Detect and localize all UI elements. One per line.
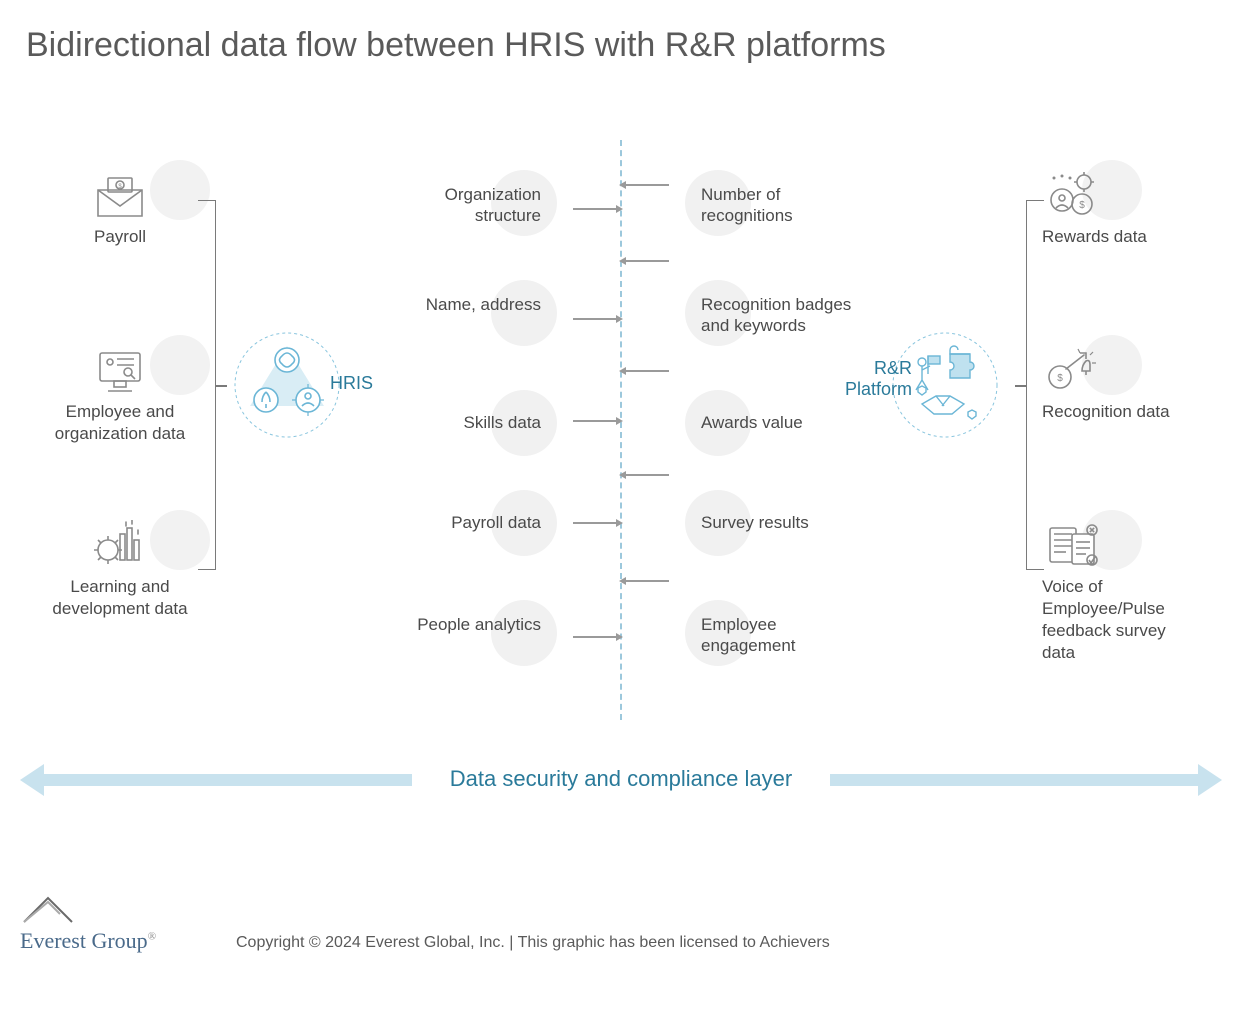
- arrow-left-icon: [625, 580, 669, 582]
- arrow-right-icon: [573, 522, 617, 524]
- flow-right-label: Employee engagement: [701, 614, 871, 657]
- label: Learning and development data: [40, 576, 200, 620]
- flow-right-label: Recognition badges and keywords: [701, 294, 871, 337]
- arrow-left-icon: [625, 370, 669, 372]
- page-title: Bidirectional data flow between HRIS wit…: [26, 26, 886, 65]
- rr-label: R&RPlatform: [845, 358, 912, 400]
- arrow-left-icon: [625, 260, 669, 262]
- recognition-icon: $: [1042, 345, 1102, 395]
- label: Rewards data: [1042, 226, 1202, 248]
- flow-left-label: Name, address: [401, 294, 541, 315]
- payroll-icon: $: [90, 170, 150, 220]
- right-item-rewards: $ Rewards data: [1042, 170, 1202, 248]
- flow-right-label: Survey results: [701, 512, 871, 533]
- flow-left-label: Payroll data: [401, 512, 541, 533]
- rewards-icon: $: [1042, 170, 1102, 220]
- svg-text:$: $: [1079, 200, 1085, 211]
- right-item-recognition: $ Recognition data: [1042, 345, 1202, 423]
- arrow-right-icon: [573, 318, 617, 320]
- arrowcap-right-icon: [1198, 764, 1222, 796]
- flow-right-label: Awards value: [701, 412, 871, 433]
- svg-text:$: $: [1057, 373, 1063, 384]
- flow-row-1: Name, address Recognition badges and key…: [380, 280, 862, 350]
- label: Employee and organization data: [40, 401, 200, 445]
- arrow-right-icon: [573, 636, 617, 638]
- employee-org-icon: [90, 345, 150, 395]
- hris-label: HRIS: [330, 373, 373, 394]
- label: Voice of Employee/Pulse feedback survey …: [1042, 576, 1202, 664]
- flow-row-2: Skills data Awards value: [380, 390, 862, 460]
- flow-row-0: Organization structure Number of recogni…: [380, 170, 862, 240]
- security-bar: Data security and compliance layer: [20, 762, 1222, 796]
- left-item-employee-org: Employee and organization data: [40, 345, 200, 445]
- arrow-right-icon: [573, 420, 617, 422]
- flow-right-label: Number of recognitions: [701, 184, 871, 227]
- stripe-r: [830, 774, 1200, 786]
- learning-dev-icon: [90, 520, 150, 570]
- copyright-text: Copyright © 2024 Everest Global, Inc. | …: [236, 934, 830, 954]
- bracket-left: [198, 200, 216, 570]
- flow-left-label: Organization structure: [401, 184, 541, 227]
- flow-left-label: People analytics: [401, 614, 541, 635]
- flow-row-3: Payroll data Survey results: [380, 490, 862, 560]
- flow-row-4: People analytics Employee engagement: [380, 600, 862, 670]
- left-item-payroll: $ Payroll: [40, 170, 200, 248]
- arrow-left-icon: [625, 474, 669, 476]
- brand-logo: Everest Group®: [20, 892, 220, 954]
- right-item-voe: Voice of Employee/Pulse feedback survey …: [1042, 520, 1202, 664]
- brand-name: Everest Group®: [20, 928, 156, 953]
- flow-left-label: Skills data: [401, 412, 541, 433]
- label: Payroll: [40, 226, 200, 248]
- arrow-right-icon: [573, 208, 617, 210]
- footer: Everest Group® Copyright © 2024 Everest …: [20, 892, 830, 954]
- arrow-left-icon: [625, 184, 669, 186]
- left-item-learning-dev: Learning and development data: [40, 520, 200, 620]
- label: Recognition data: [1042, 401, 1202, 423]
- voe-icon: [1042, 520, 1102, 570]
